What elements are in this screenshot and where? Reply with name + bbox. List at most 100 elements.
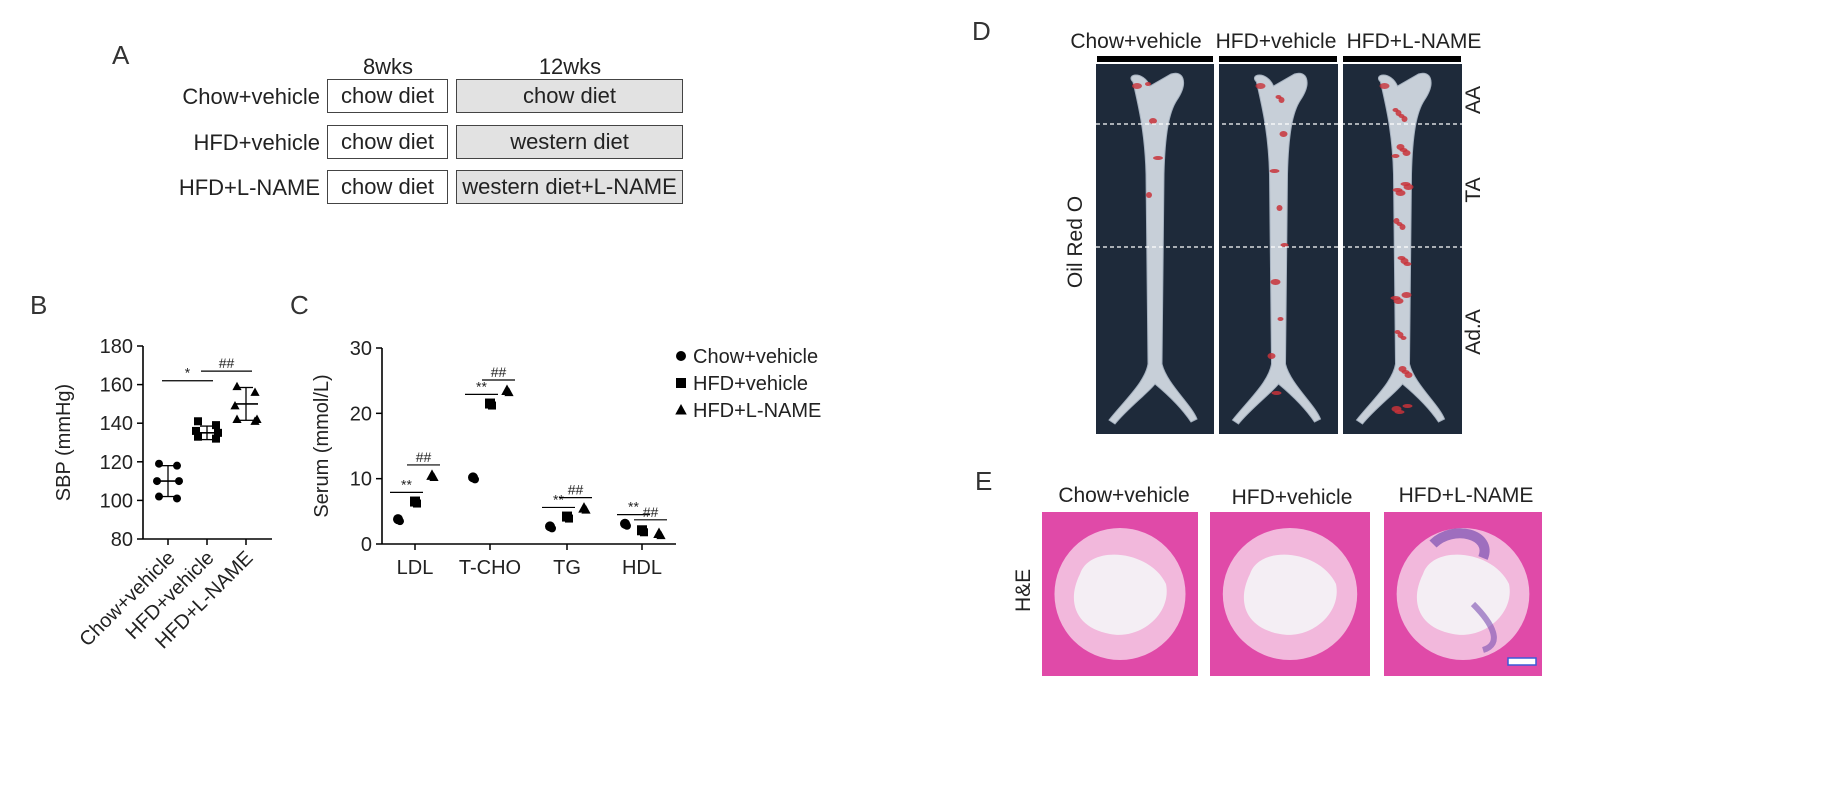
vessel-lumen — [1073, 554, 1167, 635]
lipid-plaque-spot — [1267, 353, 1276, 359]
data-point-jitter — [623, 521, 631, 530]
data-point-jitter — [565, 514, 573, 523]
data-point-jitter — [413, 499, 421, 508]
significance-mark: ** — [553, 491, 564, 507]
group-label-hfd-lname: HFD+L-NAME — [178, 175, 320, 200]
significance-mark: ## — [219, 355, 235, 371]
data-point-jitter — [429, 472, 439, 481]
scale-bar — [1507, 657, 1537, 666]
data-point — [173, 494, 181, 503]
data-point — [155, 492, 163, 501]
he-stain-label: H&E — [1012, 568, 1035, 612]
column-bar-1 — [1097, 56, 1213, 62]
lipid-plaque-spot — [1401, 116, 1408, 122]
legend-marker — [676, 378, 686, 388]
lipid-plaque-spot — [1402, 150, 1411, 156]
data-point-jitter — [640, 528, 648, 537]
y-tick-label: 160 — [100, 375, 133, 397]
data-point-jitter — [488, 401, 496, 410]
lipid-plaque-spot — [1276, 205, 1283, 211]
y-tick-label: 140 — [100, 413, 133, 435]
significance-mark: ## — [491, 364, 507, 380]
aorta-column-chow-vehicle: Chow+vehicle — [1070, 30, 1202, 53]
data-point-jitter — [396, 517, 404, 526]
lipid-plaque-spot — [1278, 97, 1285, 103]
legend-marker — [676, 351, 686, 361]
panel-a-letter: A — [112, 40, 130, 70]
period-label-12wks: 12wks — [538, 54, 602, 79]
lipid-plaque-spot — [1277, 317, 1284, 321]
data-point — [194, 432, 202, 441]
y-tick-label: 80 — [111, 529, 133, 551]
x-tick-label: LDL — [397, 557, 434, 579]
x-tick-label: T-CHO — [459, 557, 521, 579]
data-point — [155, 459, 163, 468]
diet-8wks-chow-vehicle: chow diet — [327, 79, 448, 113]
lipid-plaque-spot — [1153, 156, 1163, 160]
data-point-jitter — [471, 475, 479, 484]
significance-mark: * — [185, 365, 191, 381]
y-axis-label: SBP (mmHg) — [53, 384, 75, 501]
lipid-plaque-spot — [1400, 336, 1407, 340]
lipid-plaque-spot — [1379, 83, 1390, 89]
data-point — [214, 428, 222, 437]
lipid-plaque-spot — [1401, 292, 1412, 298]
y-tick-label: 20 — [350, 403, 372, 425]
data-point — [212, 421, 220, 430]
data-point — [232, 381, 242, 391]
y-tick-label: 10 — [350, 469, 372, 491]
data-point — [250, 416, 260, 425]
aorta-column-hfd-lname: HFD+L-NAME — [1346, 30, 1482, 53]
group-label-chow-vehicle: Chow+vehicle — [182, 84, 320, 109]
panel-b-letter: B — [30, 290, 48, 320]
data-point — [212, 434, 220, 443]
significance-mark: ## — [416, 449, 432, 465]
lipid-plaque-spot — [1269, 169, 1280, 173]
lipid-plaque-spot — [1270, 279, 1281, 285]
legend-label: Chow+vehicle — [693, 346, 818, 368]
y-tick-label: 0 — [361, 534, 372, 556]
oil-red-o-label: Oil Red O — [1064, 195, 1087, 289]
lipid-plaque-spot — [1393, 298, 1404, 304]
significance-mark: ## — [568, 482, 584, 498]
plaque-region — [1429, 528, 1490, 560]
he-column-chow-vehicle: Chow+vehicle — [1058, 484, 1190, 507]
y-tick-label: 100 — [100, 490, 133, 512]
significance-mark: ** — [401, 476, 412, 492]
diet-12wks-hfd-vehicle: western diet — [456, 125, 683, 159]
diet-8wks-hfd-vehicle: chow diet — [327, 125, 448, 159]
data-point — [232, 414, 242, 423]
lipid-plaque-spot — [1395, 190, 1406, 196]
period-label-8wks: 8wks — [362, 54, 414, 79]
aorta-specimen — [1108, 72, 1198, 425]
lipid-plaque-spot — [1402, 404, 1413, 408]
group-label-hfd-vehicle: HFD+vehicle — [193, 130, 320, 155]
y-tick-label: 30 — [350, 338, 372, 360]
data-point — [153, 477, 161, 486]
lipid-plaque-spot — [1399, 224, 1406, 230]
lipid-plaque-spot — [1255, 83, 1266, 89]
lipid-plaque-spot — [1271, 391, 1282, 395]
region-label-ada: Ad.A — [1462, 309, 1485, 355]
data-point-jitter — [656, 530, 666, 540]
data-point-jitter — [504, 387, 514, 397]
data-point — [194, 417, 202, 426]
panel-c-letter: C — [290, 290, 309, 320]
aorta-specimen — [1231, 72, 1322, 425]
data-point — [230, 401, 240, 410]
y-tick-label: 120 — [100, 452, 133, 474]
data-point-jitter — [548, 524, 556, 533]
lipid-plaque-spot — [1404, 372, 1413, 378]
significance-mark: ** — [476, 378, 487, 394]
oil-red-o-aorta-images — [1096, 64, 1464, 434]
data-point — [173, 461, 181, 470]
lipid-plaque-spot — [1280, 243, 1289, 247]
significance-mark: ** — [628, 499, 639, 515]
he-column-hfd-vehicle: HFD+vehicle — [1231, 486, 1353, 509]
lipid-plaque-spot — [1132, 83, 1142, 89]
lipid-plaque-spot — [1145, 82, 1151, 86]
he-section-images — [1042, 512, 1542, 676]
legend-label: HFD+vehicle — [693, 373, 808, 395]
region-label-ta: TA — [1462, 177, 1485, 203]
legend-marker — [675, 404, 687, 415]
